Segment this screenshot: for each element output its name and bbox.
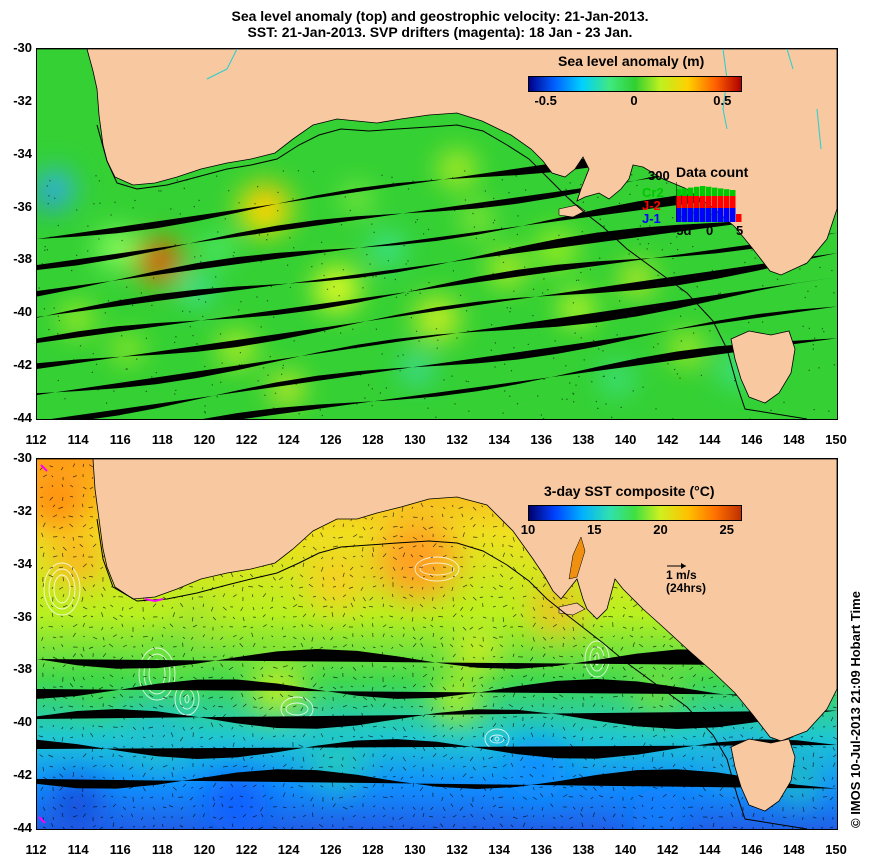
sst-map (36, 458, 838, 830)
longitude-tick-label: 122 (235, 432, 258, 447)
longitude-tick-label: 130 (404, 432, 426, 447)
longitude-tick-label: 112 (25, 842, 47, 857)
mission-label: J-1 (642, 211, 661, 226)
latitude-tick-label: -42 (13, 767, 32, 783)
continental-shelf-contour (96, 518, 808, 829)
longitude-tick-label: 134 (488, 842, 510, 857)
data-count-title: Data count (676, 164, 749, 180)
latitude-tick-label: -40 (13, 714, 32, 730)
longitude-tick-label: 124 (277, 432, 300, 447)
longitude-tick-label: 112 (25, 432, 47, 447)
sst-colorbar (528, 505, 742, 521)
histogram-tick-label: 5 (736, 223, 744, 238)
longitude-tick-label: 132 (446, 842, 468, 857)
latitude-tick-label: -32 (13, 92, 32, 108)
latitude-tick-label: -34 (13, 555, 32, 571)
longitude-tick-label: 148 (783, 432, 805, 447)
velocity-scale-arrow (666, 558, 690, 576)
latitude-tick-label: -32 (13, 502, 32, 518)
latitude-tick-label: -36 (13, 198, 32, 214)
longitude-tick-label: 144 (698, 432, 721, 447)
imos-credit: © IMOS 10-Jul-2013 21:09 Hobart Time (848, 591, 863, 828)
longitude-tick-label: 120 (193, 432, 216, 447)
latitude-tick-label: -38 (13, 661, 32, 677)
data-count-max: 300 (648, 168, 670, 183)
longitude-tick-label: 116 (109, 432, 131, 447)
colorbar-tick-label: 10 (520, 522, 536, 537)
longitude-tick-label: 144 (698, 842, 721, 857)
longitude-tick-label: 142 (656, 432, 679, 447)
latitude-tick-label: -44 (13, 410, 32, 425)
histogram-tick-label: -5d (672, 223, 692, 238)
australia-landmass (37, 459, 837, 742)
tasmania (730, 330, 796, 404)
longitude-tick-label: 122 (235, 842, 258, 857)
latitude-tick-label: -44 (13, 820, 32, 835)
river-lines (206, 49, 822, 150)
latitude-tick-label: -34 (13, 145, 32, 161)
latitude-tick-label: -30 (13, 40, 32, 55)
histogram-tick-label: 0 (706, 223, 714, 238)
continental-shelf-contour (96, 124, 808, 419)
colorbar-tick-label: 20 (653, 522, 668, 537)
longitude-tick-label: 114 (67, 842, 89, 857)
sla-colorbar-title: Sea level anomaly (m) (558, 53, 705, 69)
longitude-tick-label: 132 (446, 432, 468, 447)
velocity-scale-label: 1 m/s (666, 568, 697, 582)
longitude-tick-label: 142 (656, 842, 679, 857)
latitude-tick-label: -30 (13, 450, 32, 465)
sea-level-anomaly-map (36, 48, 838, 420)
longitude-tick-label: 116 (109, 842, 131, 857)
figure-title-line2: SST: 21-Jan-2013. SVP drifters (magenta)… (247, 24, 633, 40)
longitude-tick-label: 148 (783, 842, 805, 857)
longitude-tick-label: 126 (319, 842, 342, 857)
tasmania (730, 738, 796, 812)
longitude-tick-label: 130 (404, 842, 426, 857)
longitude-tick-label: 120 (193, 842, 216, 857)
latitude-tick-label: -36 (13, 608, 32, 624)
longitude-tick-label: 134 (488, 432, 510, 447)
longitude-tick-label: 128 (361, 432, 384, 447)
mission-label: Cr2 (642, 185, 664, 200)
colorbar-tick-label: 25 (719, 522, 734, 537)
longitude-tick-label: 118 (151, 842, 173, 857)
longitude-tick-label: 146 (740, 842, 763, 857)
longitude-tick-label: 138 (572, 842, 595, 857)
latitude-tick-label: -40 (13, 304, 32, 320)
colorbar-tick-label: -0.5 (534, 93, 557, 108)
kangaroo-island (558, 204, 586, 218)
figure-title-line1: Sea level anomaly (top) and geostrophic … (231, 8, 649, 24)
colorbar-tick-label: 0.5 (713, 93, 732, 108)
longitude-tick-label: 136 (530, 432, 553, 447)
sla-colorbar (528, 76, 742, 92)
longitude-tick-label: 128 (361, 842, 384, 857)
longitude-tick-label: 114 (67, 432, 89, 447)
longitude-tick-label: 138 (572, 432, 595, 447)
longitude-tick-label: 126 (319, 432, 342, 447)
longitude-tick-label: 140 (614, 432, 637, 447)
longitude-tick-label: 124 (277, 842, 300, 857)
latitude-tick-label: -42 (13, 357, 32, 373)
data-count-histogram (675, 178, 742, 222)
longitude-tick-label: 140 (614, 842, 637, 857)
longitude-tick-label: 150 (825, 842, 847, 857)
latitude-tick-label: -38 (13, 251, 32, 267)
kangaroo-island (558, 602, 586, 616)
colorbar-tick-label: 15 (587, 522, 602, 537)
mission-label: J-2 (642, 198, 661, 213)
spencer-gulf-warm-water (568, 536, 586, 580)
drifter-tracks (38, 464, 164, 824)
longitude-tick-label: 118 (151, 432, 173, 447)
colorbar-tick-label: 0 (630, 93, 638, 108)
sst-colorbar-title: 3-day SST composite (°C) (544, 483, 715, 499)
longitude-tick-label: 150 (825, 432, 847, 447)
longitude-tick-label: 136 (530, 842, 553, 857)
longitude-tick-label: 146 (740, 432, 763, 447)
velocity-scale-duration: (24hrs) (666, 581, 707, 595)
